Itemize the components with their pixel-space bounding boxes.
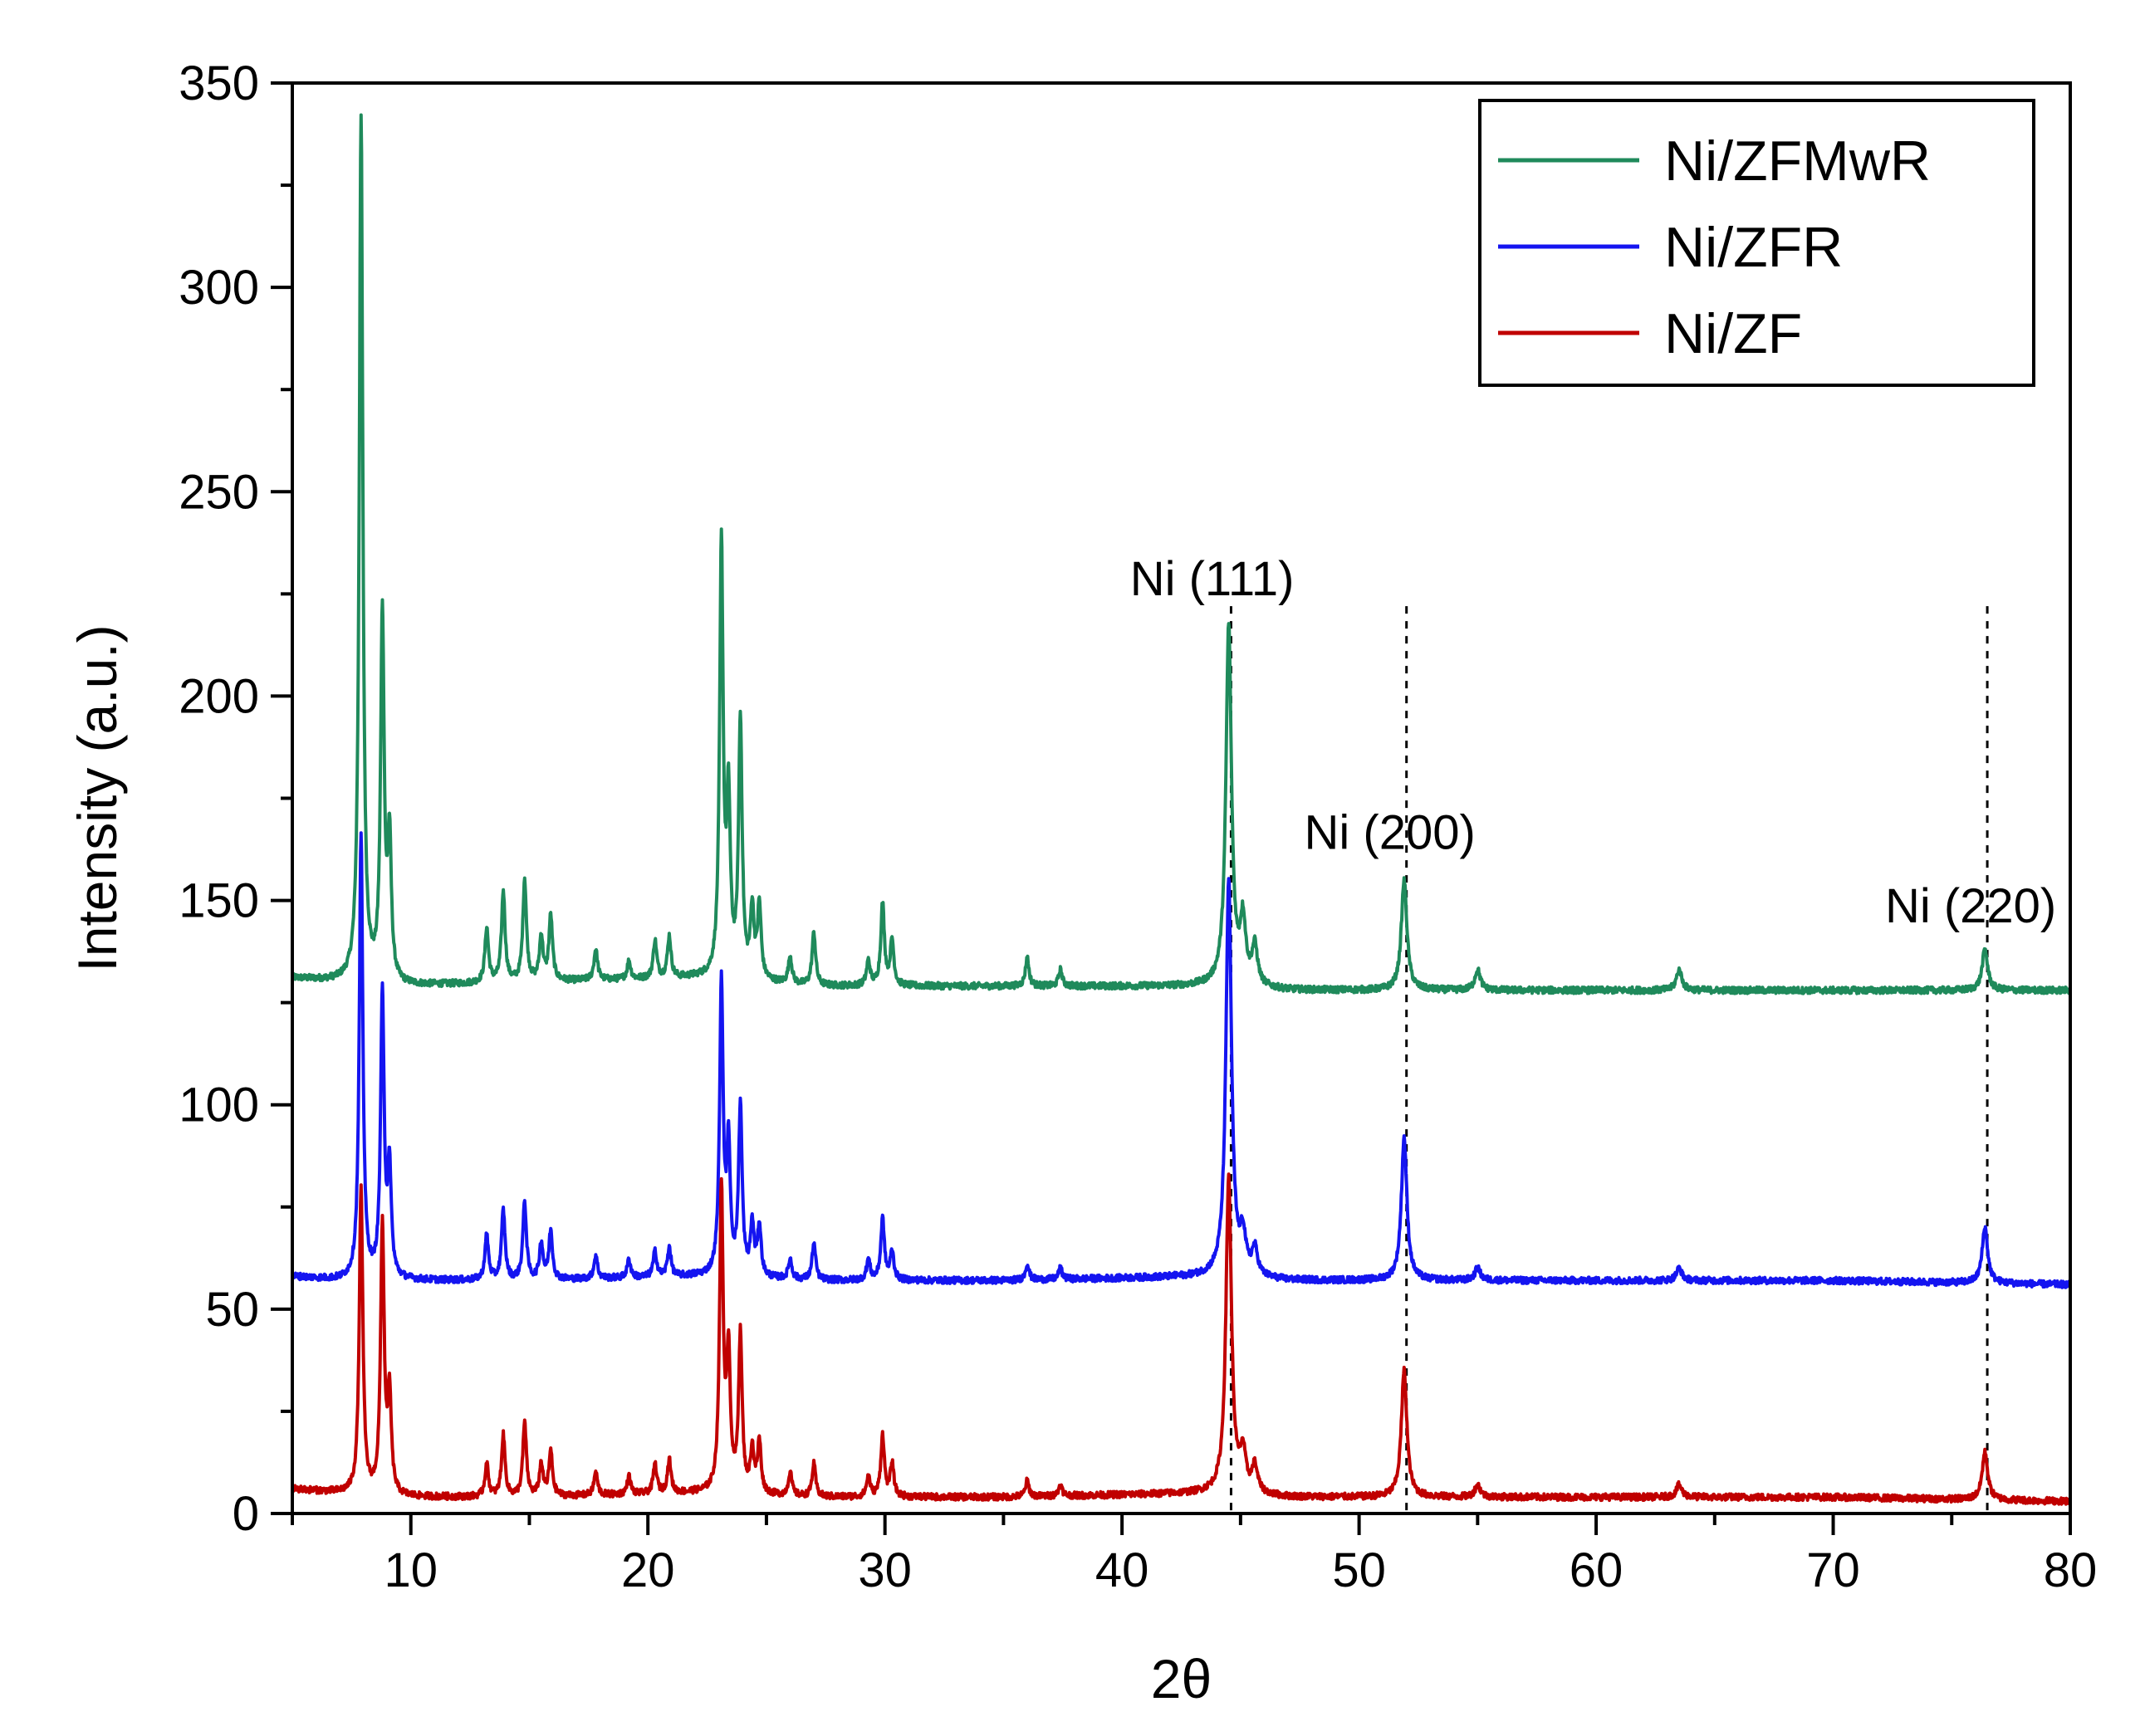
series-line-3 <box>291 1172 2072 1506</box>
x-tick-label: 40 <box>1095 1543 1149 1597</box>
legend-box <box>1478 99 2035 387</box>
peak-label: Ni (200) <box>1305 805 1476 859</box>
y-axis-title: Intensity (a.u.) <box>66 624 128 971</box>
y-tick-label: 100 <box>179 1078 259 1132</box>
y-tick-label: 300 <box>179 261 259 315</box>
y-tick-label: 250 <box>179 465 259 519</box>
peak-annotations: Ni (111) Ni (200) Ni (220) <box>1130 552 2056 933</box>
x-tick-label: 60 <box>1570 1543 1623 1597</box>
legend-label: Ni/ZFR <box>1664 216 1843 279</box>
y-tick-label: 0 <box>233 1487 259 1541</box>
y-tick-label: 200 <box>179 669 259 723</box>
series-lines <box>291 113 2072 1506</box>
series-line-1 <box>291 113 2072 995</box>
y-tick-label: 150 <box>179 874 259 928</box>
series-line-2 <box>291 831 2072 1289</box>
x-axis-title: 2θ <box>1151 1648 1212 1709</box>
peak-label: Ni (111) <box>1130 552 1295 606</box>
legend: Ni/ZFMwR Ni/ZFR Ni/ZF <box>1478 99 2035 387</box>
x-tick-label: 30 <box>858 1543 912 1597</box>
legend-label: Ni/ZF <box>1664 302 1802 365</box>
x-tick-label: 50 <box>1332 1543 1386 1597</box>
y-tick-label: 350 <box>179 56 259 110</box>
x-tick-label: 80 <box>2044 1543 2098 1597</box>
x-tick-label: 10 <box>384 1543 438 1597</box>
legend-label: Ni/ZFMwR <box>1664 130 1931 193</box>
y-tick-label: 50 <box>205 1283 259 1337</box>
y-axis: 0 50 100 150 200 250 300 350 <box>179 56 292 1541</box>
x-tick-label: 20 <box>621 1543 675 1597</box>
x-tick-label: 70 <box>1806 1543 1860 1597</box>
x-axis: 10 20 30 40 50 60 70 80 <box>291 1513 2098 1597</box>
peak-label: Ni (220) <box>1885 879 2056 933</box>
